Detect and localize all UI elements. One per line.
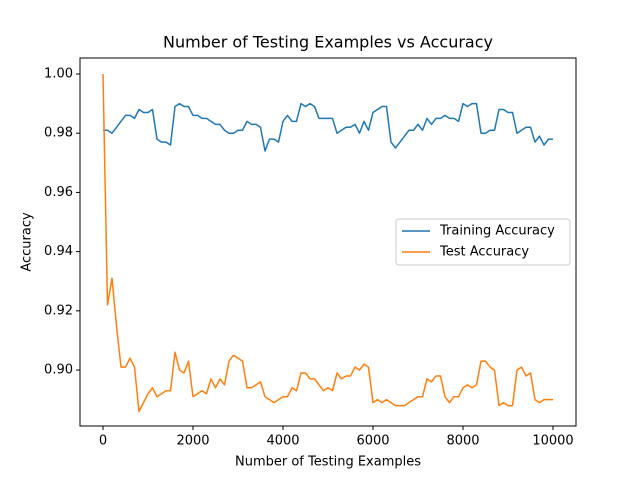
legend-box <box>395 218 571 266</box>
x-axis-label: Number of Testing Examples <box>235 455 421 470</box>
x-tick-label: 4000 <box>266 434 299 449</box>
x-tick-label: 6000 <box>356 434 389 449</box>
y-tick-label: 0.90 <box>44 363 73 378</box>
legend-label: Test Accuracy <box>439 245 529 260</box>
x-tick-label: 10000 <box>532 434 573 449</box>
x-tick-label: 2000 <box>176 434 209 449</box>
x-tick-label: 8000 <box>446 434 479 449</box>
axes-frame <box>79 57 577 427</box>
chart-title: Number of Testing Examples vs Accuracy <box>163 33 493 52</box>
y-tick-label: 0.98 <box>44 126 73 141</box>
y-tick-label: 1.00 <box>44 66 73 81</box>
y-tick-label: 0.96 <box>44 185 73 200</box>
x-tick-label: 0 <box>99 434 107 449</box>
legend-label: Training Accuracy <box>439 224 555 239</box>
data-line <box>102 73 554 413</box>
data-line <box>102 102 554 152</box>
y-tick-label: 0.92 <box>44 303 73 318</box>
y-axis-label: Accuracy <box>20 212 35 272</box>
y-tick-label: 0.94 <box>44 244 73 259</box>
